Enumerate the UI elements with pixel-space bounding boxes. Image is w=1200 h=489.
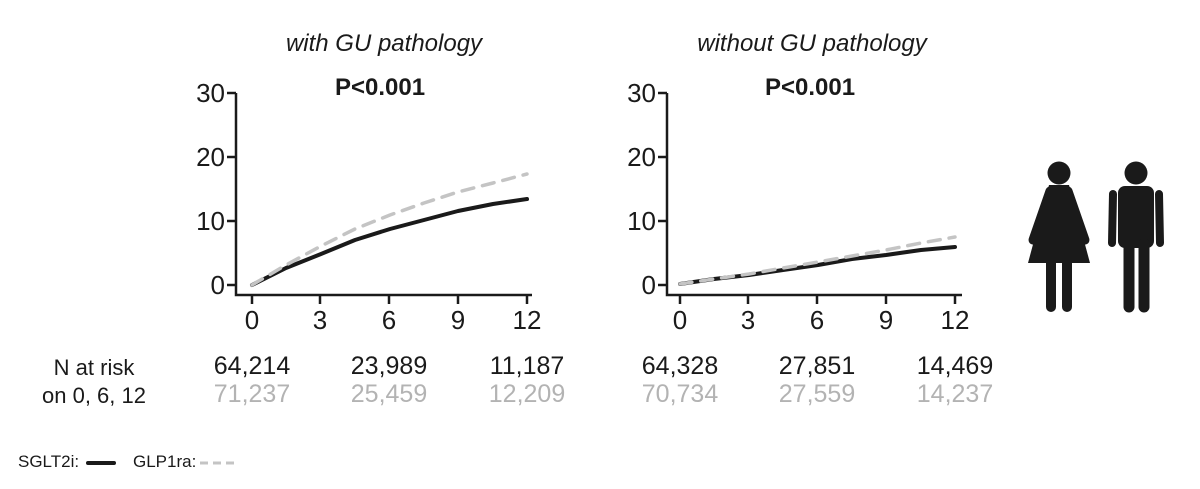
y-tick-label: 0 [641, 270, 656, 300]
risk-value-sglt2i: 23,989 [350, 352, 428, 380]
chart-title-with-gu: with GU pathology [285, 30, 483, 57]
chart-title-without-gu: without GU pathology [697, 30, 927, 57]
glp1ra-line-sample-icon [200, 461, 236, 465]
x-tick-label: 6 [809, 305, 825, 335]
y-tick-label: 20 [627, 142, 656, 172]
glp1ra-curve [250, 172, 529, 287]
x-tick-label: 6 [381, 305, 397, 335]
risk-value-sglt2i: 64,328 [641, 352, 719, 380]
risk-value-glp1ra: 14,237 [916, 380, 994, 408]
female-arm-right [1063, 186, 1090, 245]
x-tick-label: 0 [672, 305, 688, 335]
glp1ra-curve [678, 235, 957, 286]
plot-without-gu [658, 91, 962, 304]
risk-value-glp1ra: 27,559 [778, 380, 856, 408]
sglt2i-curve [250, 197, 529, 287]
y-tick-label: 10 [627, 206, 656, 236]
female-dress [1028, 185, 1090, 263]
x-tick-label: 3 [740, 305, 756, 335]
male-arm-right [1155, 190, 1164, 247]
x-tick-label: 12 [940, 305, 970, 335]
n-at-risk-label: N at risk on 0, 6, 12 [16, 354, 172, 410]
risk-value-sglt2i: 11,187 [489, 352, 565, 380]
risk-value-sglt2i: 64,214 [213, 352, 291, 380]
sglt2i-line-sample-icon [86, 461, 116, 465]
plot-with-gu [227, 91, 532, 304]
risk-value-glp1ra: 12,209 [488, 380, 566, 408]
y-tick-label: 20 [196, 142, 225, 172]
risk-value-glp1ra: 70,734 [641, 380, 719, 408]
male-head [1124, 161, 1148, 185]
n-at-risk-label-line1: N at risk [53, 355, 135, 380]
legend-glp1ra-label: GLP1ra: [133, 452, 197, 471]
risk-value-sglt2i: 27,851 [778, 352, 856, 380]
male-arm-left [1108, 190, 1117, 247]
risk-value-sglt2i: 14,469 [916, 352, 994, 380]
p-value-with-gu: P<0.001 [334, 74, 426, 101]
n-at-risk-label-line2: on 0, 6, 12 [42, 383, 146, 408]
female-arm-left [1028, 186, 1055, 245]
female-pictogram-icon [1028, 161, 1090, 312]
x-tick-label: 9 [450, 305, 466, 335]
legend-sglt2i-label: SGLT2i: [18, 452, 80, 471]
y-tick-label: 30 [627, 78, 656, 108]
x-tick-label: 3 [312, 305, 328, 335]
x-tick-label: 0 [244, 305, 260, 335]
risk-value-glp1ra: 25,459 [350, 380, 428, 408]
axis-lines [234, 93, 532, 297]
y-tick-label: 10 [196, 206, 225, 236]
x-tick-label: 9 [878, 305, 894, 335]
male-pictogram-icon [1108, 161, 1164, 313]
risk-value-glp1ra: 71,237 [213, 380, 291, 408]
x-tick-label: 12 [512, 305, 542, 335]
female-head [1047, 161, 1071, 185]
p-value-without-gu: P<0.001 [764, 74, 856, 101]
axis-lines [665, 93, 962, 297]
y-tick-label: 30 [196, 78, 225, 108]
y-tick-label: 0 [210, 270, 225, 300]
male-torso [1118, 186, 1154, 248]
